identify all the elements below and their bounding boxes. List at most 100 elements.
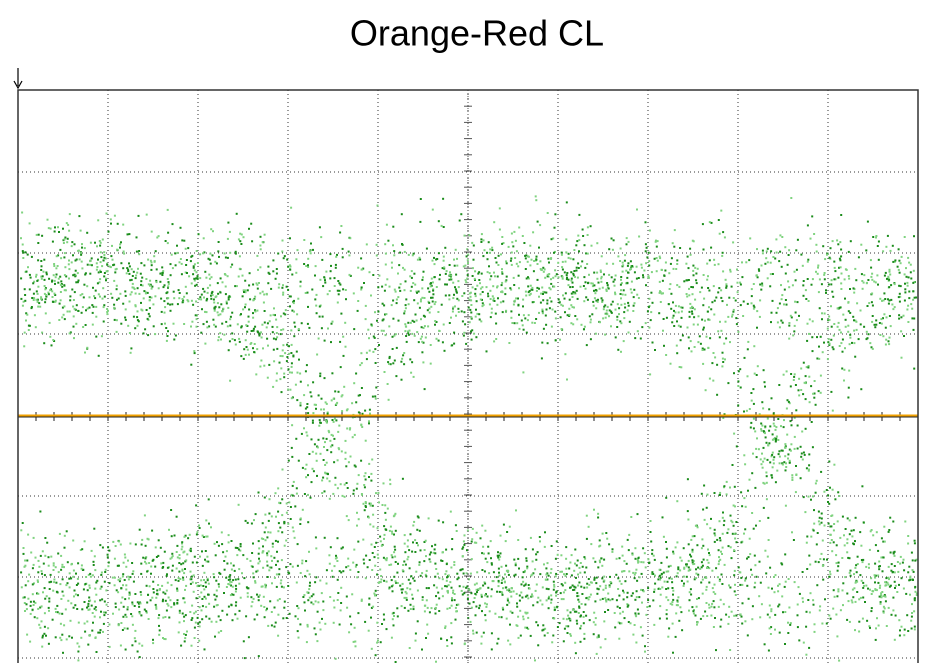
sample-dot — [390, 554, 393, 557]
sample-dot — [679, 569, 682, 572]
sample-dot — [357, 518, 360, 521]
sample-dot — [578, 250, 580, 253]
sample-dot — [614, 291, 616, 294]
sample-dot — [692, 286, 694, 289]
sample-dot — [488, 251, 491, 254]
sample-dot — [555, 540, 558, 543]
sample-dot — [365, 358, 368, 361]
sample-dot — [471, 286, 474, 289]
sample-dot — [873, 323, 876, 326]
sample-dot — [242, 640, 245, 643]
sample-dot — [266, 536, 269, 539]
sample-dot — [691, 606, 694, 609]
sample-dot — [138, 605, 141, 608]
sample-dot — [290, 206, 293, 209]
sample-dot — [542, 299, 545, 302]
sample-dot — [191, 604, 194, 607]
sample-dot — [525, 559, 528, 562]
sample-dot — [35, 298, 38, 301]
sample-dot — [461, 547, 464, 550]
sample-dot — [101, 265, 104, 268]
sample-dot — [24, 584, 27, 587]
sample-dot — [303, 493, 306, 495]
sample-dot — [480, 272, 483, 275]
sample-dot — [135, 274, 138, 277]
sample-dot — [61, 590, 64, 593]
sample-dot — [363, 484, 366, 486]
sample-dot — [587, 578, 590, 580]
sample-dot — [184, 637, 187, 640]
sample-dot — [205, 535, 208, 538]
sample-dot — [217, 336, 220, 339]
sample-dot — [759, 616, 762, 619]
sample-dot — [672, 589, 675, 592]
sample-dot — [475, 588, 478, 591]
sample-dot — [703, 484, 706, 487]
sample-dot — [104, 257, 107, 260]
sample-dot — [854, 581, 857, 584]
sample-dot — [248, 284, 251, 287]
sample-dot — [754, 581, 757, 584]
sample-dot — [572, 258, 575, 261]
sample-dot — [888, 578, 890, 581]
sample-dot — [318, 424, 321, 427]
sample-dot — [190, 644, 193, 647]
sample-dot — [449, 271, 451, 274]
sample-dot — [741, 622, 744, 625]
sample-dot — [281, 286, 284, 289]
sample-dot — [165, 574, 168, 577]
sample-dot — [389, 525, 392, 528]
sample-dot — [446, 589, 449, 592]
sample-dot — [455, 603, 458, 606]
sample-dot — [569, 634, 572, 637]
sample-dot — [670, 307, 673, 310]
sample-dot — [409, 582, 412, 585]
sample-dot — [739, 386, 742, 389]
sample-dot — [512, 245, 515, 248]
sample-dot — [155, 606, 158, 608]
sample-dot — [202, 536, 205, 538]
sample-dot — [694, 266, 697, 269]
sample-dot — [57, 281, 60, 284]
sample-dot — [608, 273, 611, 276]
sample-dot — [481, 524, 484, 527]
sample-dot — [368, 420, 370, 423]
sample-dot — [35, 290, 38, 293]
sample-dot — [171, 552, 174, 555]
sample-dot — [903, 335, 905, 337]
sample-dot — [490, 307, 493, 310]
sample-dot — [301, 562, 304, 565]
sample-dot — [183, 601, 186, 604]
sample-dot — [451, 597, 453, 600]
sample-dot — [907, 542, 910, 545]
sample-dot — [244, 353, 247, 356]
sample-dot — [568, 315, 571, 317]
sample-dot — [429, 560, 432, 563]
sample-dot — [392, 611, 395, 614]
sample-dot — [198, 639, 201, 642]
sample-dot — [256, 348, 259, 351]
sample-dot — [506, 597, 509, 600]
sample-dot — [498, 571, 500, 574]
sample-dot — [546, 275, 549, 278]
sample-dot — [535, 621, 538, 624]
sample-dot — [198, 595, 201, 598]
sample-dot — [412, 605, 415, 608]
sample-dot — [399, 283, 402, 286]
graticule — [17, 89, 919, 663]
sample-dot — [120, 262, 123, 265]
sample-dot — [518, 327, 521, 330]
sample-dot — [463, 234, 466, 237]
sample-dot — [585, 614, 588, 617]
sample-dot — [805, 610, 808, 613]
sample-dot — [863, 325, 866, 328]
sample-dot — [370, 472, 373, 475]
sample-dot — [412, 524, 415, 527]
sample-dot — [400, 588, 403, 591]
sample-dot — [260, 604, 263, 607]
sample-dot — [176, 544, 179, 547]
sample-dot — [257, 562, 260, 565]
sample-dot — [774, 628, 776, 631]
eye-pattern — [20, 195, 918, 663]
sample-dot — [791, 531, 793, 534]
